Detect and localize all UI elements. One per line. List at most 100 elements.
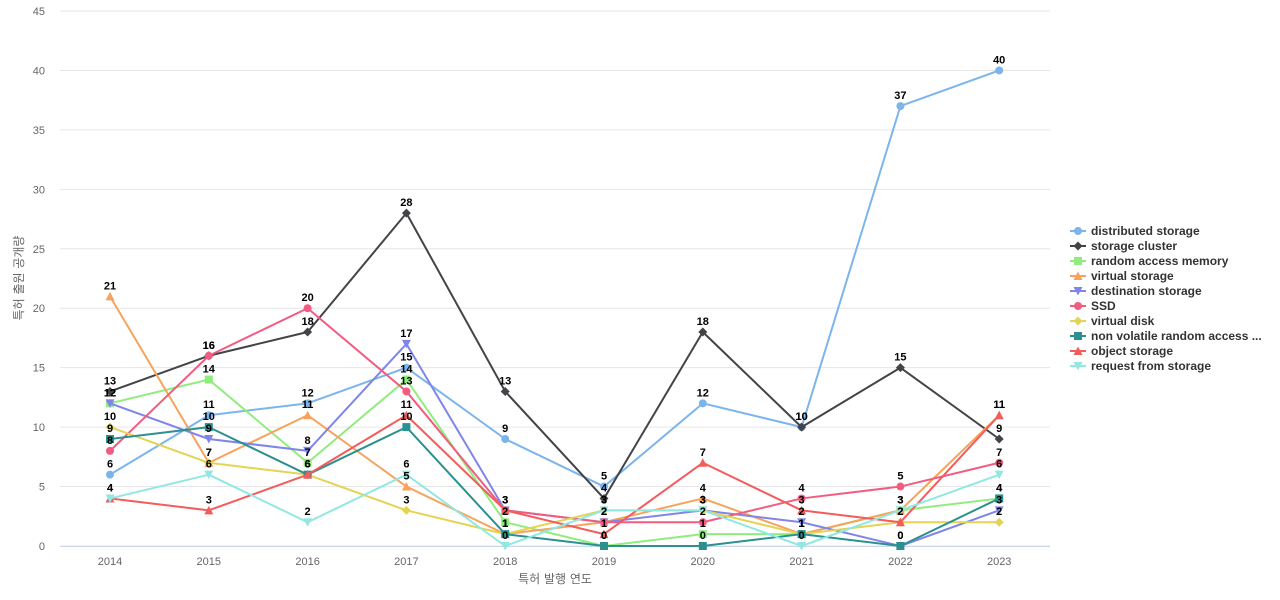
- legend-marker[interactable]: [1073, 316, 1083, 326]
- legend-item[interactable]: random access memory: [1070, 254, 1229, 268]
- data-point[interactable]: [204, 470, 214, 480]
- series-distributed-storage[interactable]: [106, 66, 1004, 491]
- data-point[interactable]: [402, 363, 411, 372]
- data-point[interactable]: [500, 386, 510, 396]
- data-point[interactable]: [500, 542, 510, 551]
- legend-item[interactable]: virtual storage: [1070, 269, 1174, 283]
- data-point[interactable]: [698, 530, 707, 539]
- legend-label[interactable]: distributed storage: [1091, 224, 1200, 238]
- data-point[interactable]: [401, 505, 411, 515]
- series-line[interactable]: [109, 307, 1000, 524]
- legend-marker[interactable]: [1073, 241, 1083, 251]
- data-point[interactable]: [698, 506, 708, 515]
- data-point[interactable]: [994, 434, 1004, 444]
- data-point[interactable]: [204, 458, 214, 468]
- data-point[interactable]: [204, 351, 213, 360]
- data-point[interactable]: [204, 505, 214, 515]
- legend-marker[interactable]: [1074, 257, 1082, 265]
- data-point[interactable]: [303, 304, 312, 313]
- legend-label[interactable]: virtual disk: [1091, 314, 1155, 328]
- data-point[interactable]: [600, 518, 608, 527]
- legend-item[interactable]: distributed storage: [1070, 224, 1200, 238]
- data-point[interactable]: [105, 494, 115, 503]
- data-point[interactable]: [204, 435, 214, 444]
- data-point[interactable]: [106, 435, 114, 443]
- data-point[interactable]: [401, 339, 411, 349]
- data-point[interactable]: [303, 327, 313, 337]
- data-point[interactable]: [402, 423, 411, 432]
- legend-label[interactable]: SSD: [1091, 299, 1116, 313]
- data-point[interactable]: [698, 493, 708, 503]
- legend-item[interactable]: non volatile random access ...: [1070, 329, 1262, 343]
- data-point[interactable]: [303, 446, 313, 456]
- legend-item[interactable]: request from storage: [1070, 359, 1211, 373]
- series-ssd[interactable]: [106, 304, 1004, 527]
- series-line[interactable]: [109, 473, 1000, 547]
- data-point[interactable]: [698, 327, 708, 337]
- legend-item[interactable]: object storage: [1070, 344, 1173, 358]
- legend-label[interactable]: request from storage: [1091, 359, 1211, 373]
- data-point[interactable]: [994, 506, 1004, 515]
- data-point[interactable]: [106, 470, 114, 479]
- series-virtual-storage[interactable]: [105, 291, 1004, 539]
- data-point[interactable]: [895, 363, 905, 373]
- data-point[interactable]: [105, 399, 115, 408]
- data-point[interactable]: [105, 386, 115, 396]
- data-point[interactable]: [995, 66, 1004, 75]
- data-point[interactable]: [599, 529, 609, 539]
- data-point[interactable]: [600, 542, 608, 550]
- data-point[interactable]: [204, 375, 213, 384]
- legend-marker[interactable]: [1073, 346, 1083, 356]
- legend-item[interactable]: storage cluster: [1070, 239, 1177, 253]
- data-point[interactable]: [501, 435, 510, 443]
- data-point[interactable]: [797, 530, 806, 539]
- data-point[interactable]: [895, 506, 905, 515]
- data-point[interactable]: [896, 482, 905, 491]
- data-point[interactable]: [600, 482, 608, 491]
- data-point[interactable]: [105, 291, 115, 301]
- data-point[interactable]: [797, 494, 806, 503]
- data-point[interactable]: [303, 518, 313, 527]
- data-point[interactable]: [994, 410, 1004, 420]
- data-point[interactable]: [401, 410, 411, 420]
- data-point[interactable]: [797, 422, 807, 432]
- series-line[interactable]: [109, 212, 1000, 500]
- series-line[interactable]: [109, 69, 1000, 488]
- data-point[interactable]: [599, 493, 609, 503]
- data-point[interactable]: [599, 506, 609, 515]
- data-point[interactable]: [896, 542, 905, 550]
- legend-label[interactable]: storage cluster: [1091, 239, 1177, 253]
- data-point[interactable]: [698, 458, 708, 467]
- legend-label[interactable]: random access memory: [1091, 254, 1229, 268]
- series-line[interactable]: [109, 426, 1000, 547]
- data-point[interactable]: [698, 542, 707, 550]
- legend-marker[interactable]: [1074, 332, 1082, 340]
- data-point[interactable]: [994, 470, 1004, 480]
- data-point[interactable]: [303, 458, 312, 467]
- legend-label[interactable]: non volatile random access ...: [1091, 329, 1262, 343]
- legend-item[interactable]: SSD: [1070, 299, 1116, 313]
- series-storage-cluster[interactable]: [105, 208, 1004, 503]
- data-point[interactable]: [204, 411, 213, 420]
- legend-marker[interactable]: [1074, 227, 1082, 235]
- data-point[interactable]: [895, 517, 905, 527]
- legend-item[interactable]: virtual disk: [1070, 314, 1155, 328]
- data-point[interactable]: [402, 375, 411, 384]
- data-point[interactable]: [303, 470, 313, 479]
- data-point[interactable]: [995, 494, 1004, 503]
- data-point[interactable]: [401, 482, 411, 491]
- data-point[interactable]: [501, 518, 510, 527]
- data-point[interactable]: [303, 399, 312, 408]
- legend-item[interactable]: destination storage: [1070, 284, 1202, 298]
- legend-label[interactable]: virtual storage: [1091, 269, 1174, 283]
- series-object-storage[interactable]: [105, 410, 1004, 539]
- data-point[interactable]: [402, 387, 411, 396]
- series-request-from-storage[interactable]: [105, 470, 1004, 551]
- data-point[interactable]: [995, 458, 1004, 467]
- legend-marker[interactable]: [1073, 287, 1083, 296]
- data-point[interactable]: [797, 505, 807, 515]
- legend-marker[interactable]: [1073, 271, 1083, 281]
- data-point[interactable]: [105, 422, 115, 432]
- data-point[interactable]: [698, 399, 707, 408]
